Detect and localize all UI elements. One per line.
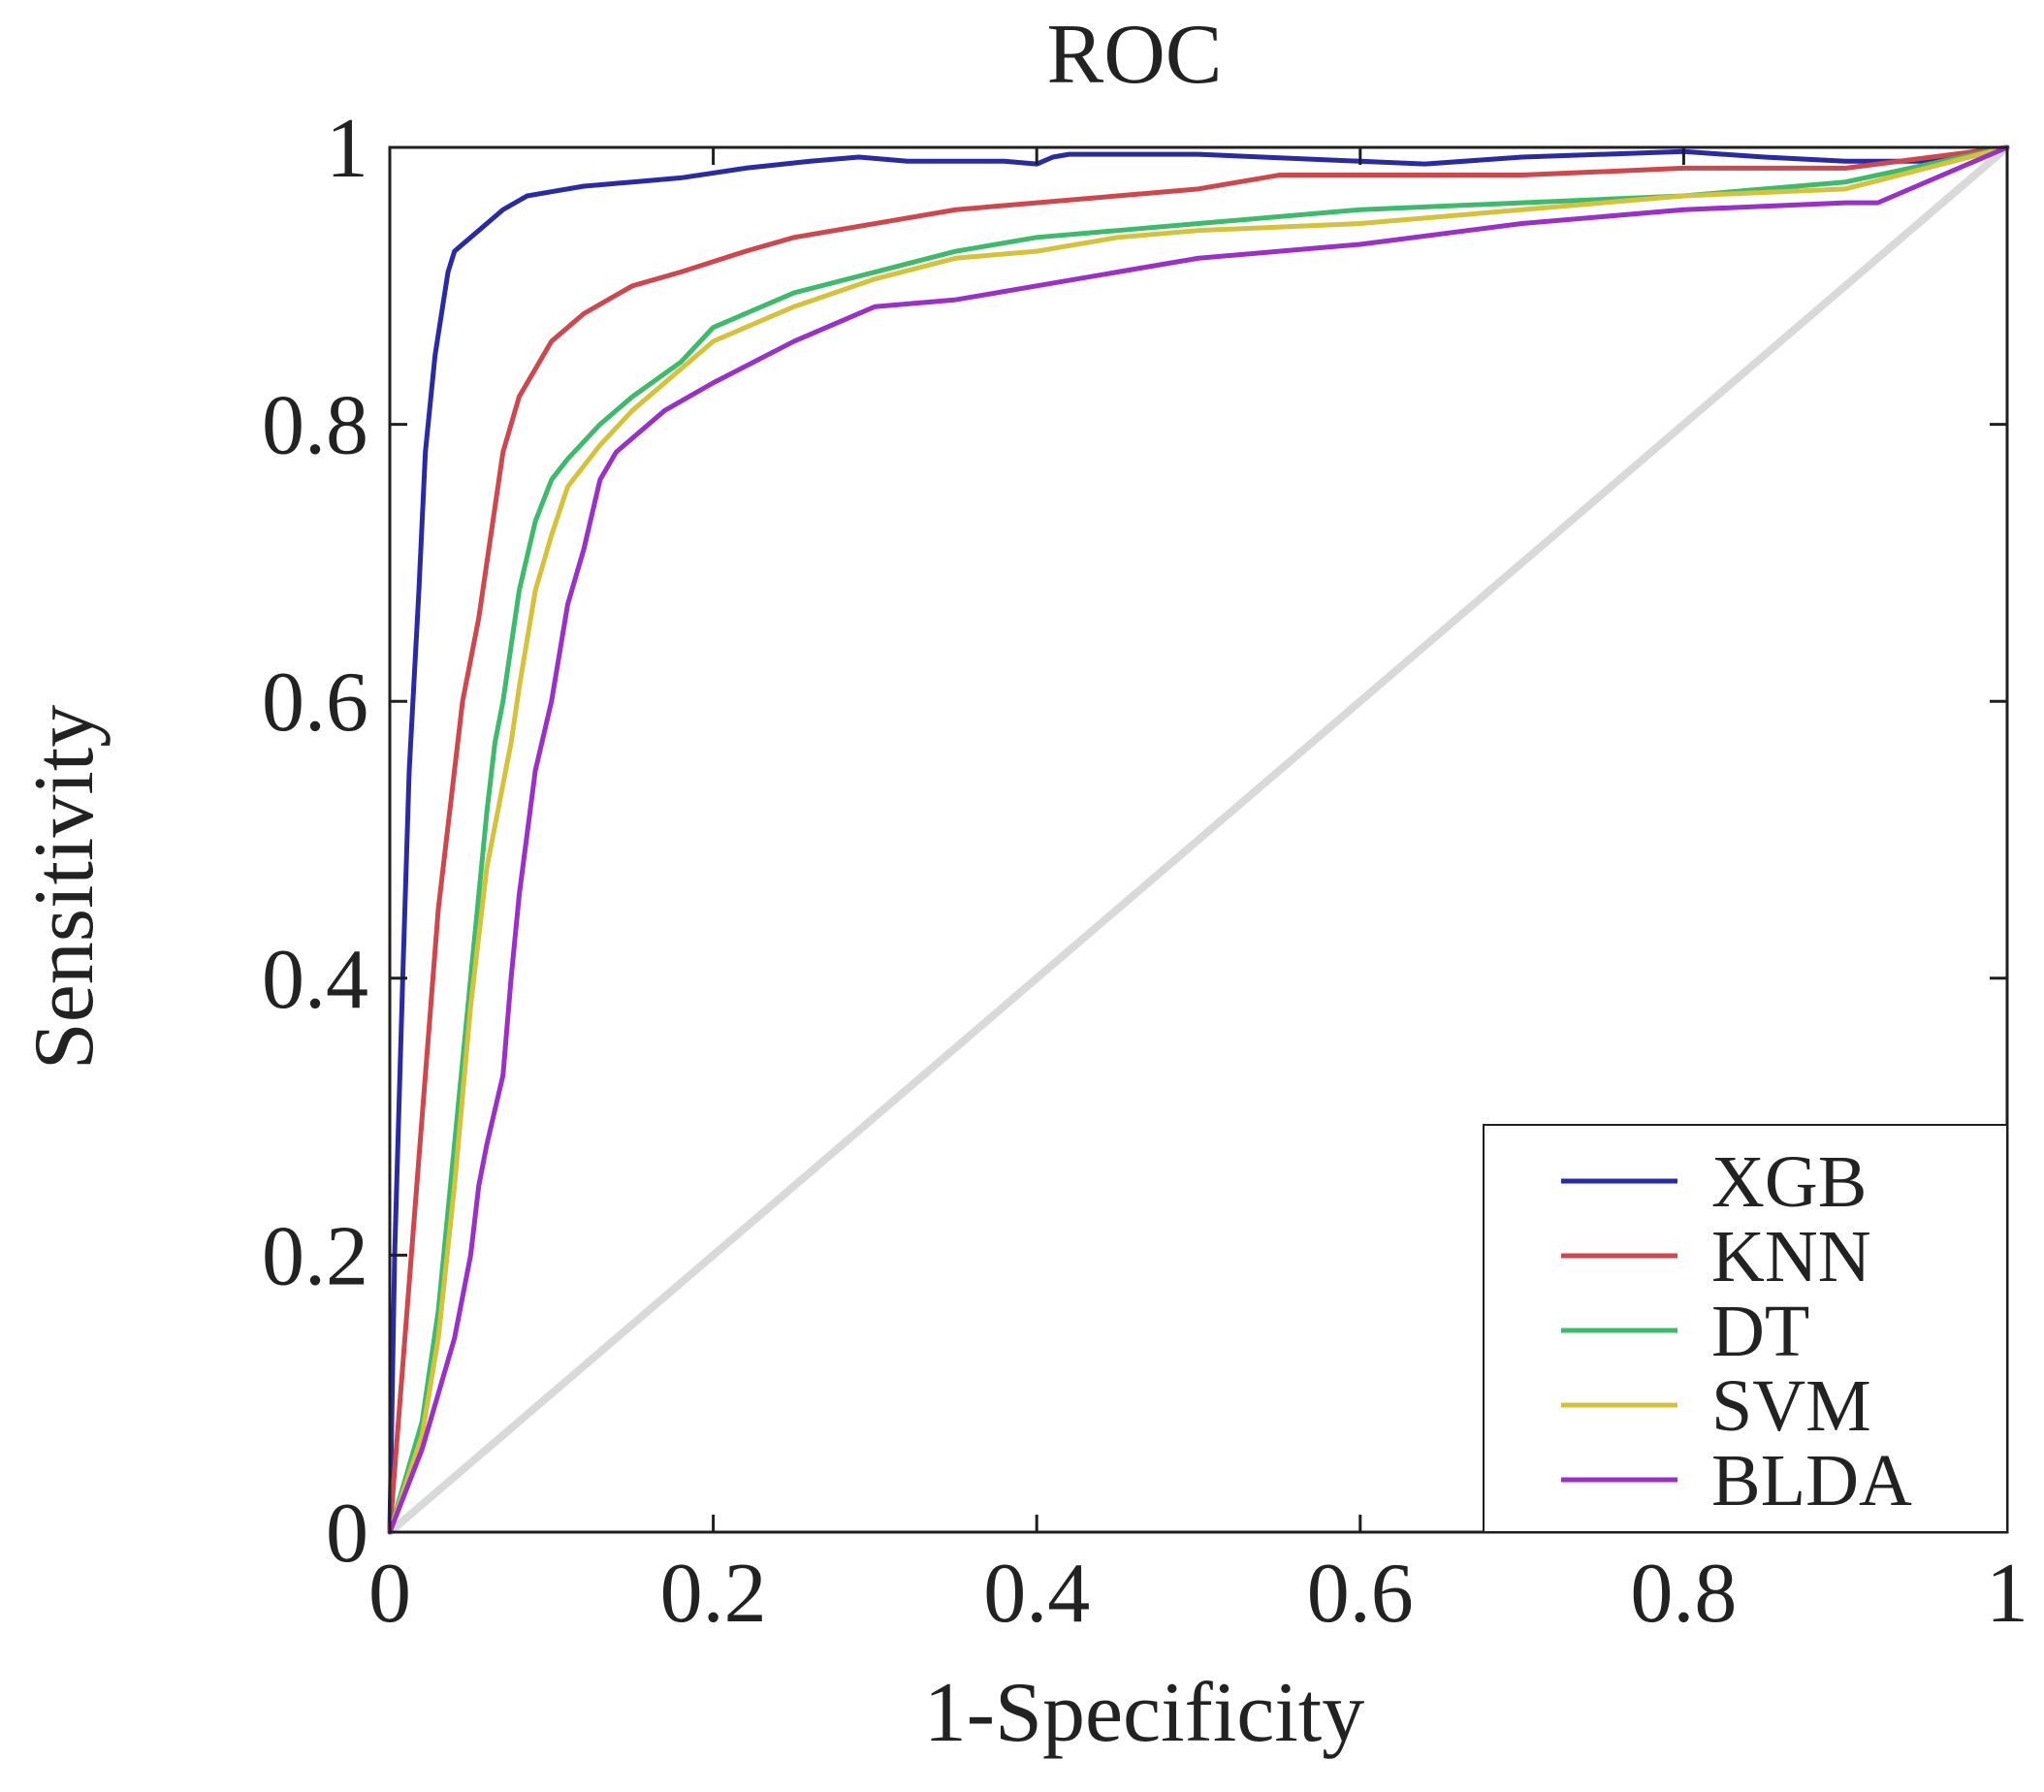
legend-label-svm: SVM	[1711, 1365, 1871, 1447]
x-tick-label-0-8: 0.8	[1630, 1547, 1737, 1641]
legend-label-blda: BLDA	[1711, 1440, 1912, 1521]
y-axis-label: Sensitivity	[17, 705, 112, 1071]
series-line-knn	[387, 144, 2010, 1535]
x-tick-label-1: 1	[1986, 1547, 2028, 1641]
y-tick-label-0-8: 0.8	[262, 379, 368, 473]
y-tick-label-1: 1	[326, 102, 368, 196]
legend: XGB KNN DT SVM BLDA	[1483, 1124, 2008, 1533]
series-line-xgb	[387, 144, 2010, 1535]
y-tick-label-0: 0	[326, 1487, 368, 1581]
series-line-svm	[387, 144, 2010, 1535]
reference-diagonal-line	[387, 144, 2010, 1536]
y-tick-label-0-6: 0.6	[262, 656, 368, 750]
chart-title: ROC	[1047, 8, 1223, 102]
x-tick-label-0: 0	[368, 1547, 411, 1641]
x-tick-label-0-6: 0.6	[1307, 1547, 1414, 1641]
y-tick-label-0-4: 0.4	[262, 933, 368, 1027]
series-line-dt	[387, 144, 2010, 1535]
plot-area: 0 0.2 0.4 0.6 0.8 1 0 0.2 0.4 0.6 0.8 1	[262, 102, 2028, 1641]
y-tick-label-0-2: 0.2	[262, 1209, 368, 1303]
legend-label-knn: KNN	[1711, 1216, 1871, 1297]
plot-frame	[388, 145, 2009, 1534]
series-line-blda	[387, 144, 2010, 1535]
x-tick-label-0-2: 0.2	[660, 1547, 767, 1641]
x-tick-label-0-4: 0.4	[983, 1547, 1090, 1641]
legend-label-xgb: XGB	[1711, 1141, 1867, 1223]
legend-label-dt: DT	[1711, 1291, 1809, 1372]
x-axis-label: 1-Specificity	[924, 1666, 1365, 1760]
